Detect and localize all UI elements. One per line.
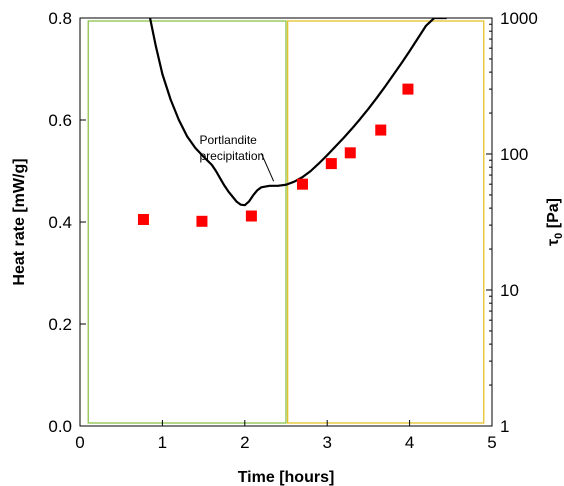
right-y-axis-title: τ0 [Pa]: [545, 198, 564, 246]
x-tick-label: 0: [75, 433, 84, 452]
region-0: [87, 20, 287, 424]
yield-stress-point: [296, 178, 308, 190]
yield-stress-point: [137, 213, 149, 225]
right-y-tick-label: 100: [500, 145, 528, 164]
annotation-pointer: [260, 152, 275, 182]
annotation-label-line: Portlandite: [199, 133, 257, 147]
yield-stress-point: [344, 147, 356, 159]
left-y-tick-label: 0.0: [48, 417, 72, 436]
yield-stress-point: [325, 158, 337, 170]
region-1: [286, 20, 485, 424]
annotation-label-line: precipitation: [199, 149, 264, 163]
right-y-axis-unit: [Pa]: [545, 198, 562, 233]
right-y-axis-subscript: 0: [553, 233, 564, 239]
x-tick-label: 4: [405, 433, 414, 452]
right-y-tick-label: 1000: [500, 9, 538, 28]
yield-stress-point: [196, 215, 208, 227]
x-tick-label: 1: [158, 433, 167, 452]
x-tick-label: 2: [240, 433, 249, 452]
right-y-tick-label: 10: [500, 281, 519, 300]
x-axis-title: Time [hours]: [238, 469, 335, 486]
left-y-tick-label: 0.8: [48, 9, 72, 28]
yield-stress-point: [402, 83, 414, 95]
right-y-axis-tau: τ: [545, 239, 562, 246]
yield-stress-markers: [137, 83, 414, 227]
annotation: Portlandite precipitation: [199, 133, 275, 182]
axis-ticks: 0 1 2 3 4 5 0.0 0.2 0.4 0.6 0.8 1 10 100 1000: [48, 9, 537, 452]
left-y-tick-label: 0.4: [48, 213, 72, 232]
shaded-regions: [87, 20, 485, 424]
x-tick-label: 5: [487, 433, 496, 452]
heat-rate-line: [148, 18, 447, 207]
yield-stress-point: [375, 124, 387, 136]
left-y-tick-label: 0.2: [48, 315, 72, 334]
right-y-tick-label: 1: [500, 417, 509, 436]
left-y-axis-title: Heat rate [mW/g]: [11, 158, 28, 285]
left-y-tick-label: 0.6: [48, 111, 72, 130]
yield-stress-point: [245, 210, 257, 222]
heat-rate-curve: [148, 18, 447, 207]
x-tick-label: 3: [322, 433, 331, 452]
